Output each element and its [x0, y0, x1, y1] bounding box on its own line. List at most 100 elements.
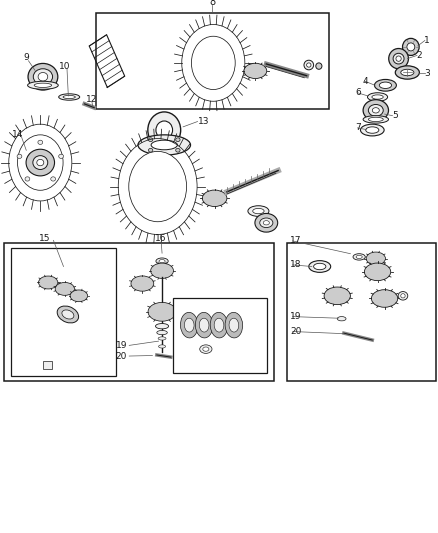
Ellipse shape — [38, 72, 48, 81]
Ellipse shape — [372, 95, 383, 99]
Ellipse shape — [368, 104, 383, 116]
Ellipse shape — [184, 318, 194, 332]
Bar — [11, 248, 116, 376]
Ellipse shape — [148, 138, 153, 142]
Ellipse shape — [39, 276, 58, 289]
Text: 3: 3 — [424, 69, 430, 77]
Ellipse shape — [129, 151, 187, 222]
Text: 10: 10 — [59, 62, 71, 70]
Text: 6: 6 — [355, 88, 361, 97]
Ellipse shape — [395, 66, 420, 79]
Text: 19: 19 — [290, 312, 301, 321]
Text: 1: 1 — [424, 36, 430, 45]
Ellipse shape — [255, 214, 278, 232]
Ellipse shape — [396, 56, 401, 61]
Bar — [173, 298, 267, 373]
Ellipse shape — [156, 121, 173, 139]
Ellipse shape — [260, 218, 273, 228]
Ellipse shape — [379, 82, 392, 88]
Text: 4: 4 — [362, 77, 368, 85]
Ellipse shape — [70, 290, 88, 302]
Text: 13: 13 — [198, 117, 210, 126]
Ellipse shape — [195, 312, 213, 338]
Ellipse shape — [244, 63, 267, 78]
Text: 19: 19 — [116, 341, 127, 350]
Ellipse shape — [353, 254, 365, 260]
Ellipse shape — [151, 263, 173, 278]
Ellipse shape — [59, 154, 64, 158]
Ellipse shape — [151, 140, 177, 150]
Ellipse shape — [403, 38, 419, 55]
Ellipse shape — [364, 263, 391, 280]
Ellipse shape — [200, 345, 212, 353]
Text: 14: 14 — [12, 130, 23, 139]
Ellipse shape — [307, 63, 311, 67]
Ellipse shape — [309, 261, 331, 272]
Ellipse shape — [34, 83, 52, 87]
Ellipse shape — [37, 159, 44, 166]
Ellipse shape — [304, 60, 314, 70]
Text: 16: 16 — [155, 234, 167, 243]
Ellipse shape — [393, 53, 404, 64]
Ellipse shape — [203, 347, 209, 351]
Text: 20: 20 — [116, 352, 127, 360]
Text: 15: 15 — [39, 234, 50, 243]
Ellipse shape — [253, 208, 264, 214]
Ellipse shape — [367, 93, 388, 101]
Ellipse shape — [229, 318, 239, 332]
Ellipse shape — [372, 108, 379, 113]
Text: 20: 20 — [290, 327, 301, 336]
Ellipse shape — [210, 312, 228, 338]
Ellipse shape — [337, 317, 346, 321]
Ellipse shape — [363, 100, 389, 121]
Ellipse shape — [401, 294, 405, 298]
Text: 2: 2 — [416, 51, 422, 60]
Ellipse shape — [324, 287, 350, 305]
Ellipse shape — [356, 255, 362, 259]
Ellipse shape — [368, 117, 383, 122]
Ellipse shape — [59, 94, 80, 100]
Ellipse shape — [366, 252, 385, 265]
Ellipse shape — [155, 324, 169, 329]
Bar — [287, 243, 436, 381]
Ellipse shape — [401, 69, 414, 76]
Ellipse shape — [398, 292, 408, 300]
Text: 17: 17 — [290, 237, 301, 245]
Ellipse shape — [57, 306, 78, 323]
Ellipse shape — [157, 330, 167, 335]
Ellipse shape — [176, 138, 180, 142]
Ellipse shape — [63, 95, 75, 99]
Ellipse shape — [316, 63, 322, 69]
Ellipse shape — [363, 116, 389, 123]
Ellipse shape — [62, 310, 74, 319]
Text: 5: 5 — [392, 111, 398, 120]
Ellipse shape — [159, 260, 165, 263]
Ellipse shape — [28, 82, 58, 90]
Ellipse shape — [148, 302, 176, 321]
Ellipse shape — [25, 177, 30, 181]
Ellipse shape — [55, 282, 74, 295]
Ellipse shape — [138, 135, 191, 155]
Ellipse shape — [214, 318, 224, 332]
Ellipse shape — [18, 135, 63, 190]
Ellipse shape — [158, 337, 166, 340]
Ellipse shape — [159, 345, 166, 348]
Ellipse shape — [191, 36, 235, 90]
Ellipse shape — [33, 156, 48, 169]
Ellipse shape — [17, 154, 22, 158]
Ellipse shape — [180, 312, 198, 338]
Ellipse shape — [360, 124, 384, 136]
Ellipse shape — [389, 49, 409, 69]
Ellipse shape — [199, 318, 209, 332]
Bar — [96, 13, 328, 109]
Text: 8: 8 — [209, 0, 215, 6]
Ellipse shape — [28, 63, 58, 90]
Text: 18: 18 — [290, 261, 301, 269]
Ellipse shape — [156, 258, 168, 264]
Bar — [43, 361, 52, 369]
Ellipse shape — [407, 43, 415, 51]
Ellipse shape — [314, 263, 326, 270]
Ellipse shape — [131, 276, 154, 291]
Ellipse shape — [202, 190, 227, 206]
Ellipse shape — [248, 206, 269, 216]
